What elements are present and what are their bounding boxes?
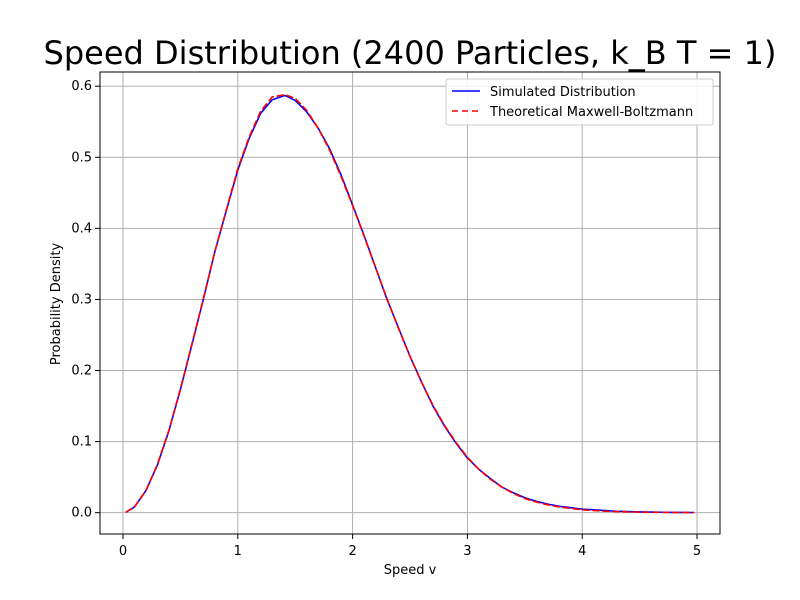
x-axis-label: Speed v	[384, 563, 437, 578]
x-tick-label: 4	[578, 544, 586, 559]
chart-title: Speed Distribution (2400 Particles, k_B …	[44, 34, 777, 72]
theoretical-series-line	[125, 93, 695, 514]
y-tick-label: 0.6	[71, 79, 92, 94]
legend: Simulated Distribution Theoretical Maxwe…	[445, 78, 714, 126]
y-axis-label: Probability Density	[49, 243, 64, 366]
plot-layer	[125, 93, 695, 514]
grid-layer	[100, 72, 720, 534]
legend-simulated-label: Simulated Distribution	[490, 85, 636, 100]
x-tick-label: 5	[693, 544, 701, 559]
x-tick-label: 3	[463, 544, 471, 559]
x-tick-label: 2	[348, 544, 356, 559]
legend-box	[445, 78, 714, 126]
y-tick-label: 0.1	[71, 435, 92, 450]
plot-frame	[99, 71, 721, 535]
y-tick-label: 0.5	[71, 150, 92, 165]
x-tick-label: 1	[234, 544, 242, 559]
y-tick-label: 0.0	[71, 506, 92, 521]
legend-theoretical-label: Theoretical Maxwell-Boltzmann	[489, 105, 693, 120]
y-tick-label: 0.2	[71, 364, 92, 379]
ticks-layer: 0 1 2 3 4 5 0.0 0.1 0.2 0.3 0.4 0.5 0.6	[71, 79, 701, 559]
y-tick-label: 0.4	[71, 221, 92, 236]
x-tick-label: 0	[119, 544, 127, 559]
simulated-series-line	[125, 94, 695, 514]
y-tick-label: 0.3	[71, 292, 92, 307]
